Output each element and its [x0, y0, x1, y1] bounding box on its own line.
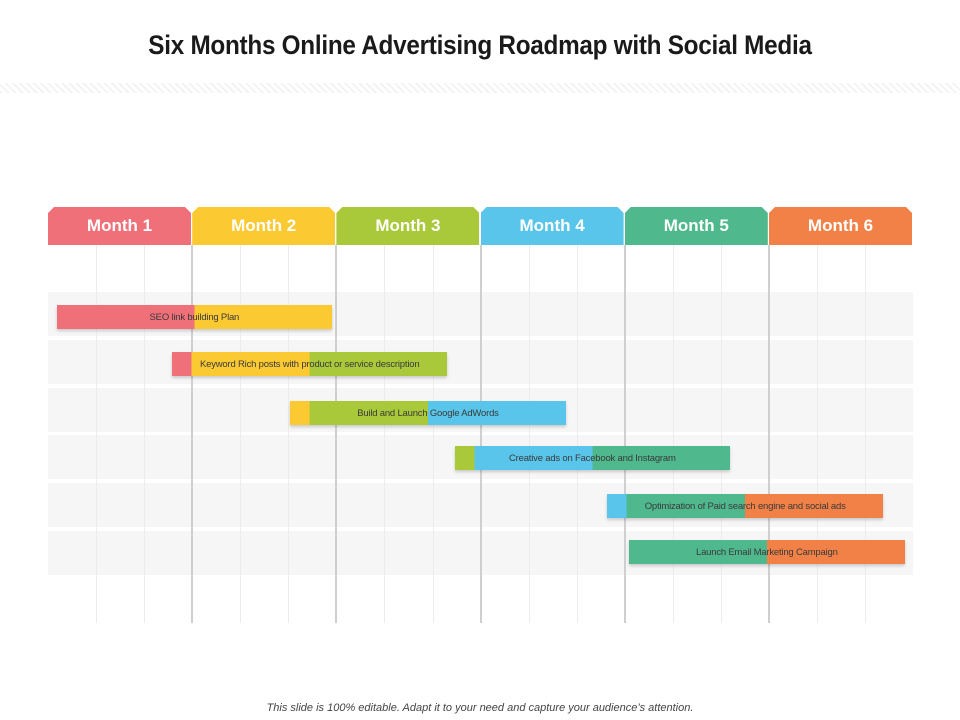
month-divider	[191, 245, 194, 623]
task-bar: Creative ads on Facebook and Instagram	[454, 446, 731, 470]
roadmap-grid: SEO link building Plan Keyword Rich posts…	[48, 245, 913, 623]
task-label: Build and Launch Google AdWords	[357, 407, 499, 419]
task-bar: Build and Launch Google AdWords	[290, 401, 566, 425]
task-label: Launch Email Marketing Campaign	[696, 546, 838, 558]
grid-line	[144, 245, 146, 623]
grid-line	[817, 245, 819, 623]
grid-line	[432, 245, 434, 623]
grid-line	[672, 245, 674, 623]
page-title: Six Months Online Advertising Roadmap wi…	[148, 30, 812, 60]
month-divider	[479, 245, 482, 623]
footer-note: This slide is 100% editable. Adapt it to…	[266, 702, 694, 714]
month-divider	[768, 245, 770, 623]
task-bar: SEO link building Plan	[56, 305, 333, 329]
title-divider	[0, 83, 960, 93]
task-label: Keyword Rich posts with product or servi…	[200, 358, 420, 370]
grid-line	[288, 245, 290, 623]
task-label: Optimization of Paid search engine and s…	[644, 500, 846, 512]
month-header-2: Month 2	[192, 207, 335, 245]
month-header-4: Month 4	[481, 207, 624, 245]
month-header-6: Month 6	[769, 207, 912, 245]
grid-line	[576, 245, 578, 623]
task-label: SEO link building Plan	[149, 311, 240, 323]
task-label: Creative ads on Facebook and Instagram	[509, 452, 676, 464]
grid-line	[384, 245, 386, 623]
month-header-1: Month 1	[48, 207, 191, 245]
task-bar: Launch Email Marketing Campaign	[629, 540, 905, 564]
task-bar: Keyword Rich posts with product or servi…	[172, 352, 448, 376]
month-divider	[335, 245, 338, 623]
task-bar: Optimization of Paid search engine and s…	[607, 494, 883, 518]
month-header-5: Month 5	[625, 207, 768, 245]
grid-line	[528, 245, 530, 623]
grid-line	[240, 245, 242, 623]
grid-line	[720, 245, 722, 623]
grid-line	[96, 245, 98, 623]
month-divider	[623, 245, 626, 623]
month-header-3: Month 3	[336, 207, 479, 245]
grid-line	[865, 245, 867, 623]
